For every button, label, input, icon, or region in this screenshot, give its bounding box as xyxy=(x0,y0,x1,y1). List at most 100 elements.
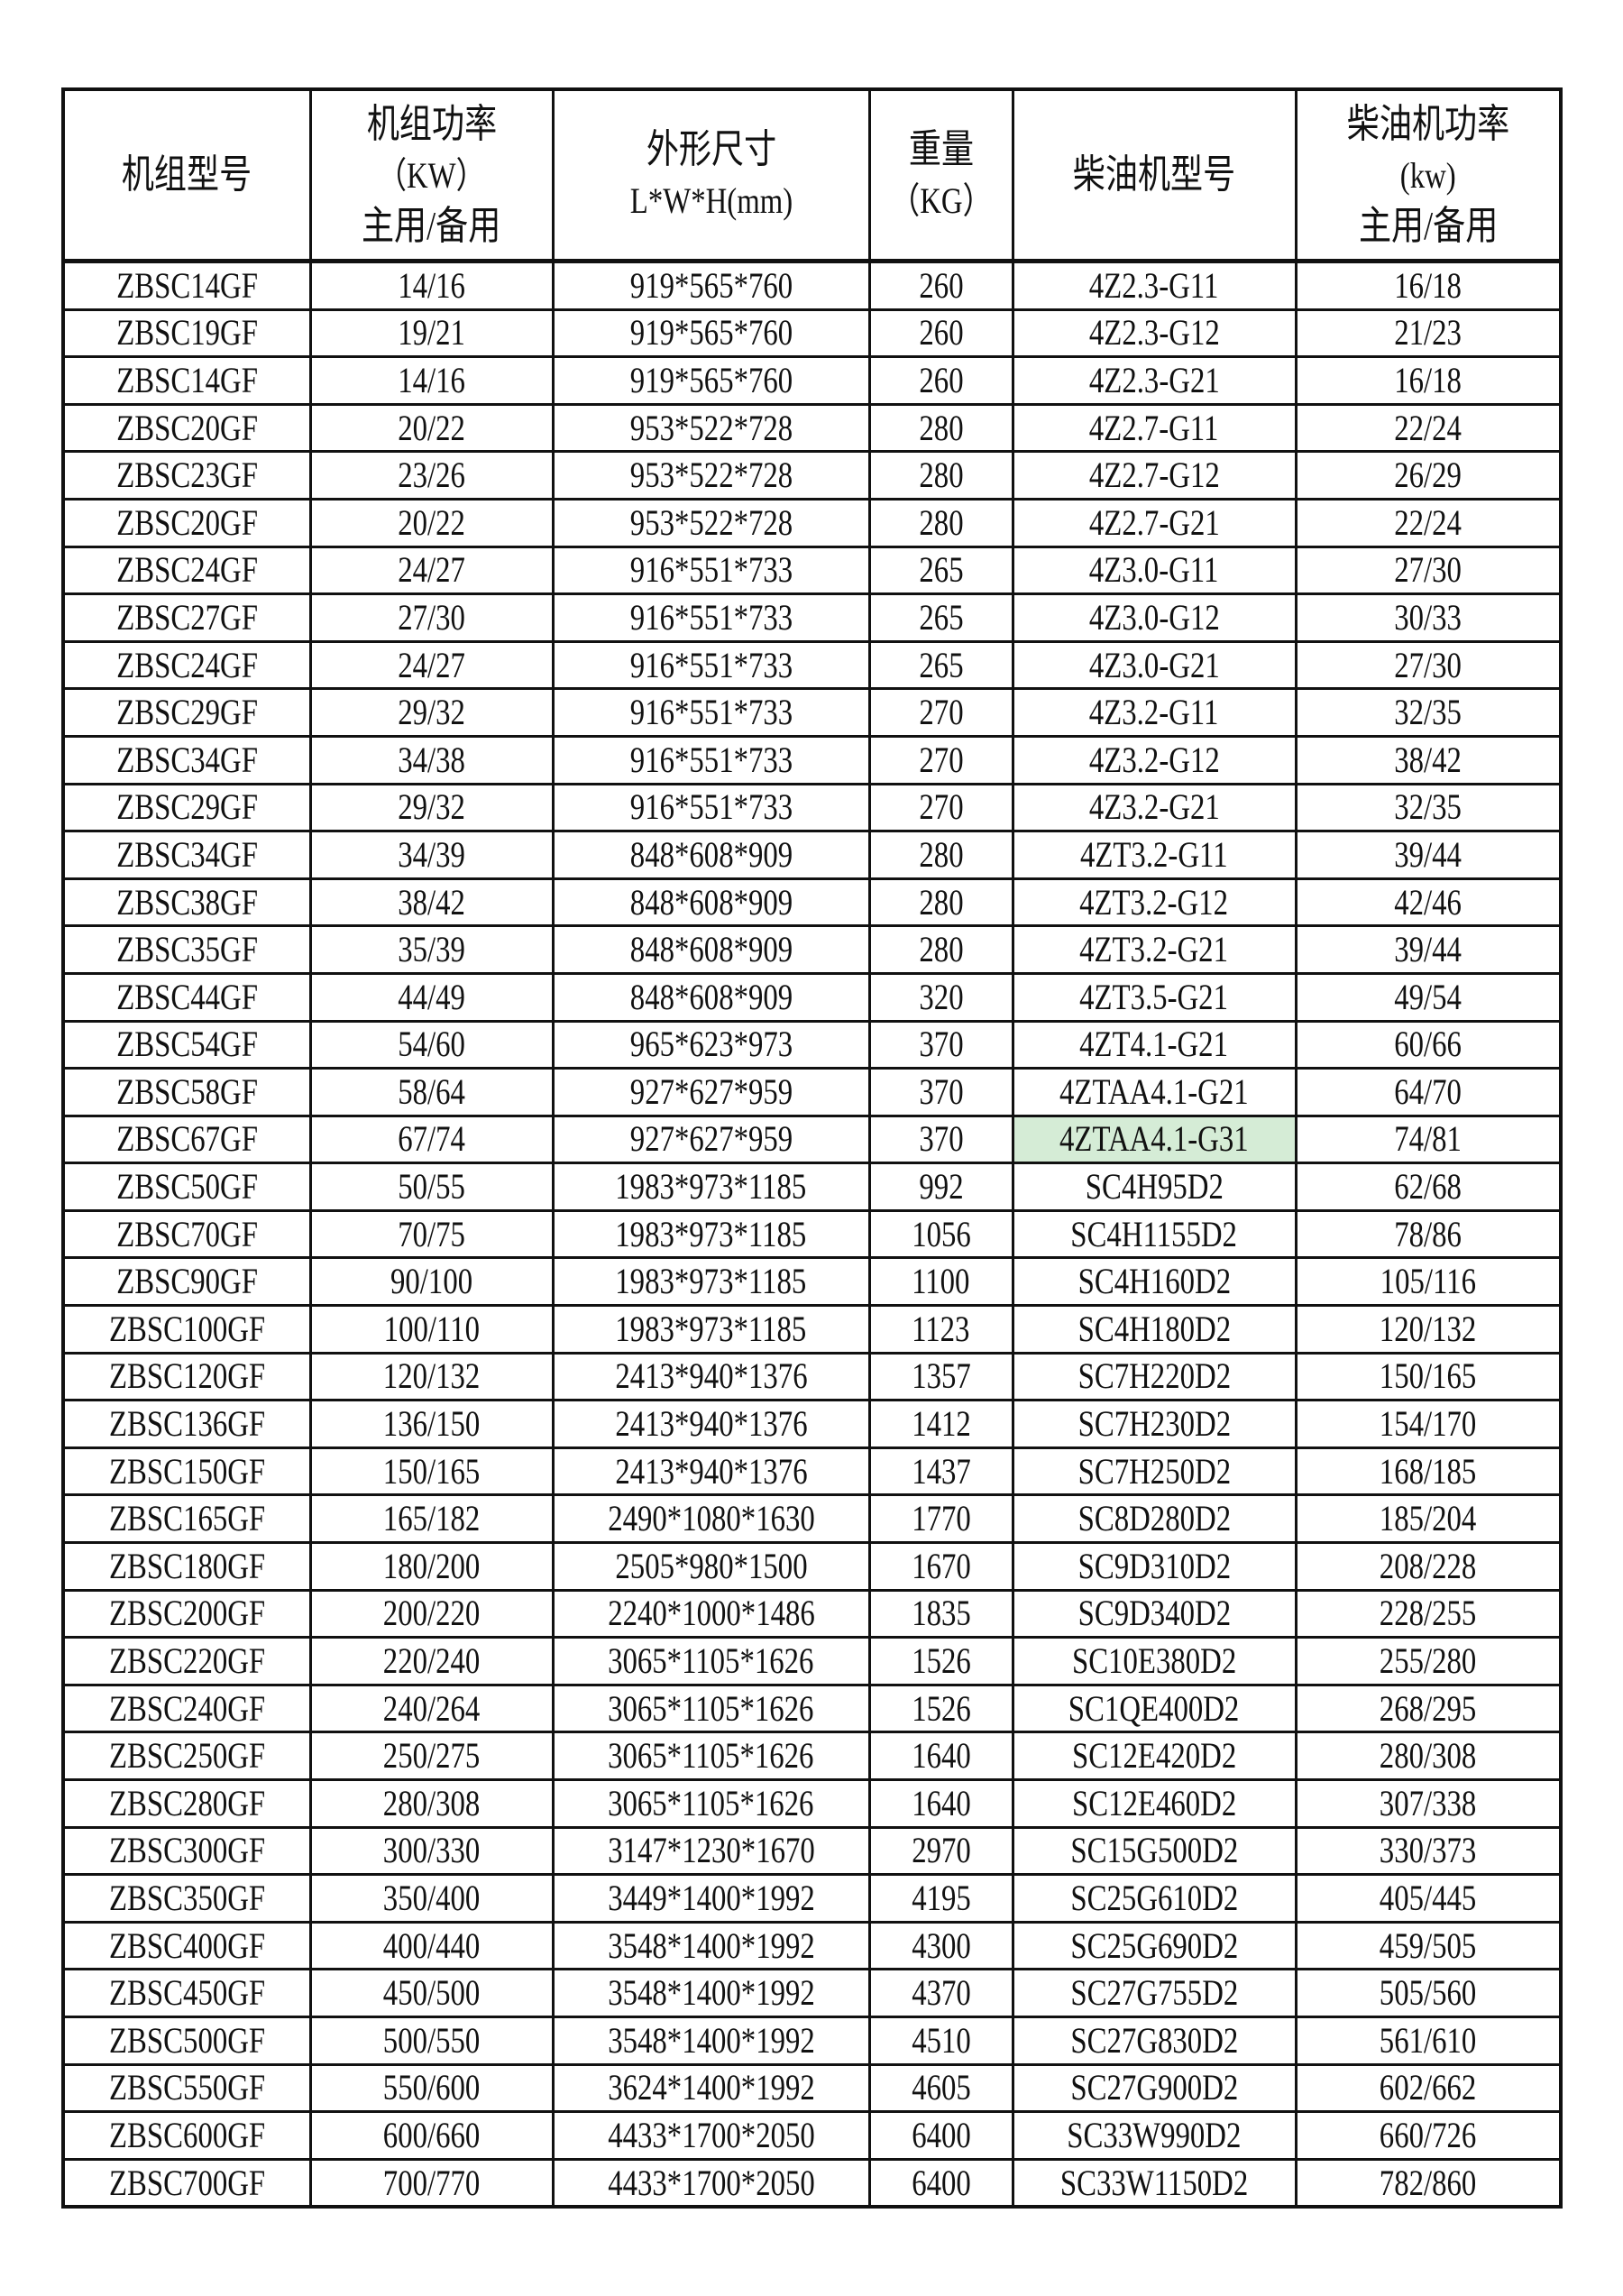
cell-dimensions-text: 916*551*733 xyxy=(629,596,793,638)
cell-engine-power-text: 49/54 xyxy=(1394,976,1463,1017)
cell-genset-power-text: 500/550 xyxy=(382,2019,481,2061)
cell-engine-model: 4Z2.3-G21 xyxy=(1011,355,1297,406)
cell-weight: 280 xyxy=(867,830,1014,880)
cell-model-text: ZBSC150GF xyxy=(108,1450,265,1492)
cell-engine-model-text: 4Z3.2-G12 xyxy=(1088,739,1220,780)
cell-genset-power: 700/770 xyxy=(308,2157,555,2209)
cell-dimensions-text: 1983*973*1185 xyxy=(615,1213,807,1254)
cell-weight-text: 260 xyxy=(918,264,964,306)
cell-genset-power-text: 180/200 xyxy=(382,1545,481,1586)
table-row: ZBSC700GF 700/770 4433*1700*2050 6400 SC33W1… xyxy=(61,2157,1563,2209)
cell-engine-power-text: 32/35 xyxy=(1394,692,1463,733)
cell-weight: 1670 xyxy=(867,1541,1014,1592)
cell-dimensions: 916*551*733 xyxy=(551,545,871,596)
cell-dimensions: 2413*940*1376 xyxy=(551,1399,871,1449)
cell-dimensions-text: 919*565*760 xyxy=(629,359,793,400)
cell-weight-text: 6400 xyxy=(911,2114,971,2155)
cell-genset-power-text: 27/30 xyxy=(398,596,465,638)
cell-model-text: ZBSC14GF xyxy=(115,359,258,400)
cell-weight: 1526 xyxy=(867,1636,1014,1686)
cell-engine-model: 4Z3.0-G21 xyxy=(1011,639,1297,691)
cell-weight: 1123 xyxy=(867,1304,1014,1355)
cell-engine-power-text: 27/30 xyxy=(1394,644,1463,685)
cell-model: ZBSC27GF xyxy=(61,592,312,643)
cell-dimensions-text: 927*627*959 xyxy=(629,1070,793,1112)
cell-genset-power-text: 38/42 xyxy=(398,881,465,923)
cell-weight: 6400 xyxy=(867,2110,1014,2161)
cell-engine-model: SC25G610D2 xyxy=(1011,1873,1297,1924)
cell-dimensions: 848*608*909 xyxy=(551,924,871,975)
cell-weight: 1100 xyxy=(867,1256,1014,1308)
cell-engine-model: 4Z3.2-G11 xyxy=(1011,687,1297,738)
cell-weight: 992 xyxy=(867,1162,1014,1212)
cell-dimensions-text: 848*608*909 xyxy=(629,881,793,923)
cell-engine-model-text: SC7H250D2 xyxy=(1077,1450,1231,1492)
cell-engine-model: SC15G500D2 xyxy=(1011,1825,1297,1877)
cell-engine-power: 39/44 xyxy=(1294,830,1563,880)
cell-engine-power: 38/42 xyxy=(1294,734,1563,785)
cell-genset-power: 29/32 xyxy=(308,687,555,738)
cell-model-text: ZBSC300GF xyxy=(108,1830,265,1871)
cell-weight: 1437 xyxy=(867,1446,1014,1497)
cell-weight: 1357 xyxy=(867,1351,1014,1402)
cell-model: ZBSC700GF xyxy=(61,2157,312,2209)
cell-dimensions: 953*522*728 xyxy=(551,497,871,548)
table-row: ZBSC150GF 150/165 2413*940*1376 1437 SC7H250… xyxy=(61,1446,1563,1497)
cell-genset-power-text: 600/660 xyxy=(382,2114,481,2155)
cell-genset-power: 35/39 xyxy=(308,924,555,975)
cell-engine-model: 4Z2.7-G21 xyxy=(1011,497,1297,548)
cell-weight: 265 xyxy=(867,639,1014,691)
cell-dimensions: 3065*1105*1626 xyxy=(551,1636,871,1686)
cell-weight: 4605 xyxy=(867,2062,1014,2114)
cell-model-text: ZBSC35GF xyxy=(115,929,258,970)
cell-dimensions: 916*551*733 xyxy=(551,592,871,643)
cell-model-text: ZBSC280GF xyxy=(108,1782,265,1823)
cell-model-text: ZBSC500GF xyxy=(108,2019,265,2061)
cell-engine-model: 4ZT4.1-G21 xyxy=(1011,1019,1297,1070)
cell-engine-power-text: 21/23 xyxy=(1394,312,1463,354)
cell-weight: 280 xyxy=(867,450,1014,501)
cell-engine-model: 4Z3.0-G12 xyxy=(1011,592,1297,643)
cell-weight-text: 1640 xyxy=(911,1735,971,1777)
cell-model: ZBSC600GF xyxy=(61,2110,312,2161)
table-row: ZBSC550GF 550/600 3624*1400*1992 4605 SC27G9… xyxy=(61,2062,1563,2114)
cell-engine-power: 27/30 xyxy=(1294,639,1563,691)
cell-weight: 280 xyxy=(867,497,1014,548)
cell-engine-power-text: 168/185 xyxy=(1379,1450,1477,1492)
cell-engine-model: SC1QE400D2 xyxy=(1011,1683,1297,1734)
cell-genset-power: 44/49 xyxy=(308,971,555,1023)
cell-engine-model-text: 4Z3.0-G12 xyxy=(1088,596,1220,638)
cell-weight-text: 4300 xyxy=(911,1924,971,1966)
cell-model-text: ZBSC34GF xyxy=(115,833,258,875)
cell-engine-power: 330/373 xyxy=(1294,1825,1563,1877)
cell-engine-power: 74/81 xyxy=(1294,1114,1563,1165)
cell-model-text: ZBSC50GF xyxy=(115,1166,258,1208)
cell-engine-power-text: 38/42 xyxy=(1394,739,1463,780)
cell-engine-power: 16/18 xyxy=(1294,355,1563,406)
cell-engine-model: SC4H1155D2 xyxy=(1011,1208,1297,1260)
cell-weight-text: 270 xyxy=(918,786,964,828)
table-row: ZBSC120GF 120/132 2413*940*1376 1357 SC7H220… xyxy=(61,1351,1563,1402)
cell-model: ZBSC38GF xyxy=(61,877,312,928)
cell-dimensions-text: 916*551*733 xyxy=(629,739,793,780)
cell-weight-text: 4370 xyxy=(911,1972,971,2014)
cell-engine-model-text: SC9D310D2 xyxy=(1077,1545,1231,1586)
cell-dimensions: 2505*980*1500 xyxy=(551,1541,871,1592)
cell-model: ZBSC54GF xyxy=(61,1019,312,1070)
cell-engine-model-text: 4ZT4.1-G21 xyxy=(1079,1024,1229,1065)
cell-weight: 6400 xyxy=(867,2157,1014,2209)
cell-dimensions-text: 3624*1400*1992 xyxy=(607,2067,815,2108)
cell-engine-power: 120/132 xyxy=(1294,1304,1563,1355)
cell-genset-power: 38/42 xyxy=(308,877,555,928)
cell-engine-power-text: 30/33 xyxy=(1394,596,1463,638)
cell-genset-power: 20/22 xyxy=(308,402,555,454)
cell-engine-power: 32/35 xyxy=(1294,687,1563,738)
cell-dimensions: 3065*1105*1626 xyxy=(551,1778,871,1829)
cell-weight: 320 xyxy=(867,971,1014,1023)
cell-engine-power-text: 405/445 xyxy=(1379,1877,1477,1918)
cell-engine-model-text: 4ZT3.2-G12 xyxy=(1079,881,1229,923)
cell-genset-power: 220/240 xyxy=(308,1636,555,1686)
cell-genset-power-text: 24/27 xyxy=(398,549,465,591)
cell-dimensions-text: 919*565*760 xyxy=(629,264,793,306)
cell-engine-power-text: 280/308 xyxy=(1379,1735,1477,1777)
